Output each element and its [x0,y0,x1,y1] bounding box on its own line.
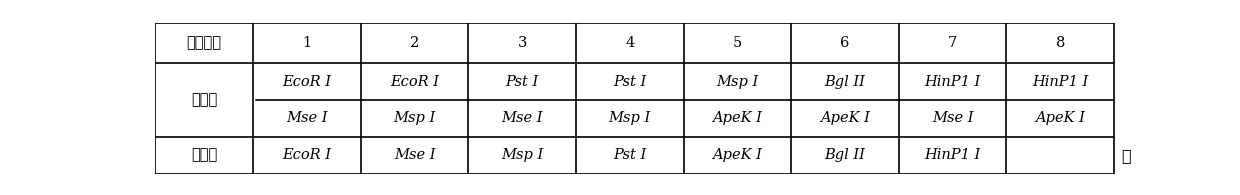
Text: EcoR I: EcoR I [283,74,331,89]
Text: Msp I: Msp I [717,74,759,89]
Text: ApeK I: ApeK I [820,111,870,125]
Text: Msp I: Msp I [609,111,651,125]
Text: 6: 6 [841,36,849,50]
Text: 3: 3 [517,36,527,50]
Text: ApeK I: ApeK I [713,111,763,125]
Text: HinP1 I: HinP1 I [925,148,981,162]
Text: Mse I: Mse I [932,111,973,125]
Text: Bgl II: Bgl II [825,74,866,89]
Text: Msp I: Msp I [393,111,435,125]
Text: Pst I: Pst I [613,74,646,89]
Text: Mse I: Mse I [501,111,543,125]
Text: HinP1 I: HinP1 I [1032,74,1089,89]
Text: ApeK I: ApeK I [713,148,763,162]
Text: 双酶切: 双酶切 [191,93,217,107]
Text: Bgl II: Bgl II [825,148,866,162]
Text: EcoR I: EcoR I [389,74,439,89]
Text: 8: 8 [1055,36,1065,50]
Text: Pst I: Pst I [506,74,538,89]
Text: Msp I: Msp I [501,148,543,162]
Text: 7: 7 [949,36,957,50]
Text: 1: 1 [303,36,311,50]
Text: Mse I: Mse I [286,111,327,125]
Text: EcoR I: EcoR I [283,148,331,162]
Text: 单酶切: 单酶切 [191,148,217,162]
Text: 。: 。 [1121,148,1131,163]
Text: HinP1 I: HinP1 I [925,74,981,89]
Text: Mse I: Mse I [394,148,435,162]
Text: ApeK I: ApeK I [1035,111,1085,125]
Text: Pst I: Pst I [613,148,646,162]
Text: 酶切方式: 酶切方式 [186,36,222,50]
Text: 5: 5 [733,36,742,50]
Text: 4: 4 [625,36,635,50]
Text: 2: 2 [410,36,419,50]
